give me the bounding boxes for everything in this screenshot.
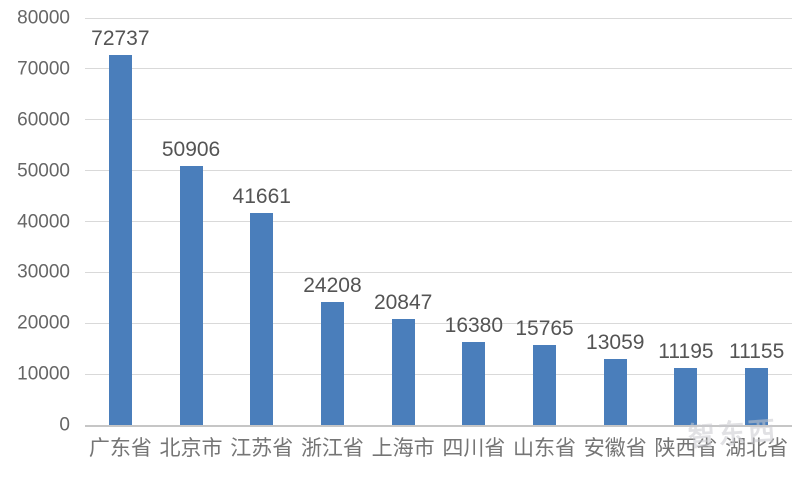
y-axis-tick-label: 70000 (17, 58, 70, 80)
bar-value-label: 41661 (232, 185, 291, 209)
bar-value-label: 11155 (729, 340, 785, 364)
y-axis-tick-label: 80000 (17, 7, 70, 29)
x-axis-category-label: 湖北省 (725, 437, 789, 460)
x-axis-category-label: 浙江省 (300, 437, 364, 460)
bar (462, 341, 486, 425)
gridline (85, 170, 792, 172)
gridline (85, 322, 792, 324)
bar-value-label: 72737 (91, 26, 150, 50)
gridline (85, 221, 792, 222)
bar-value-label: 16380 (444, 313, 504, 337)
x-axis-category-label: 北京市 (159, 437, 223, 460)
x-axis-category-label: 广东省 (88, 437, 152, 460)
bar (745, 368, 769, 425)
bar (533, 344, 557, 425)
y-axis-tick-label: 50000 (17, 160, 70, 182)
x-axis-category-label: 陕西省 (654, 437, 718, 460)
y-axis-tick-label: 20000 (17, 312, 70, 334)
bar-value-label: 15765 (515, 316, 574, 340)
y-axis-tick-label: 60000 (17, 109, 70, 131)
x-axis-category-label: 四川省 (442, 437, 506, 460)
x-axis-line (85, 424, 792, 427)
y-axis-tick-label: 40000 (17, 211, 70, 232)
bar-value-label: 24208 (303, 273, 362, 297)
x-axis-category-label: 安徽省 (583, 437, 647, 460)
gridline (85, 17, 792, 19)
x-axis-category-label: 江苏省 (230, 437, 294, 460)
gridline (85, 373, 792, 375)
bar (179, 166, 203, 425)
bar (391, 318, 415, 425)
bar-value-label: 13059 (586, 330, 645, 354)
bar (320, 301, 344, 425)
bar (674, 368, 698, 425)
y-axis-tick-label: 10000 (17, 363, 70, 385)
y-axis-tick-label: 0 (59, 414, 70, 436)
y-axis-tick-label: 30000 (17, 261, 70, 283)
x-axis-category-label: 山东省 (513, 437, 577, 460)
bar (250, 213, 274, 425)
bar-value-label: 20847 (373, 290, 433, 314)
bar-value-label: 11195 (658, 340, 714, 364)
bar-value-label: 50906 (161, 138, 221, 162)
bar (108, 54, 132, 425)
bar (603, 358, 627, 425)
gridline (85, 68, 792, 70)
gridline (85, 119, 792, 121)
gridline (85, 271, 792, 273)
x-axis-category-label: 上海市 (371, 437, 435, 460)
